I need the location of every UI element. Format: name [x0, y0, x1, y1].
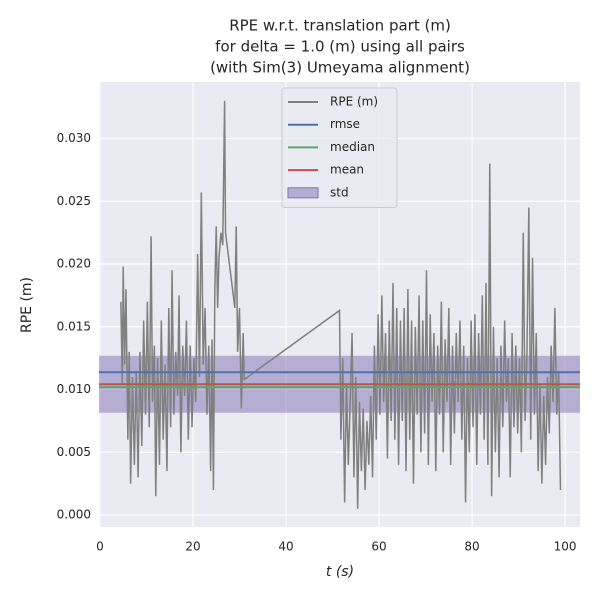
x-tick-label: 20: [185, 540, 200, 554]
chart-title: (with Sim(3) Umeyama alignment): [210, 59, 470, 77]
x-tick-label: 100: [554, 540, 577, 554]
legend-label: median: [330, 140, 375, 154]
x-tick-label: 40: [278, 540, 293, 554]
x-axis-label: t (s): [326, 564, 354, 580]
legend: RPE (m) rmse median mean std: [281, 87, 398, 208]
y-tick-label: 0.025: [57, 194, 91, 208]
y-tick-label: 0.010: [57, 382, 91, 396]
chart-title: RPE w.r.t. translation part (m): [229, 17, 451, 35]
x-tick-label: 0: [96, 540, 104, 554]
x-tick-label: 80: [464, 540, 479, 554]
legend-swatch: [287, 187, 319, 199]
legend-label: rmse: [330, 117, 360, 131]
y-tick-label: 0.015: [57, 319, 91, 333]
y-tick-label: 0.000: [57, 508, 91, 522]
x-tick-label: 60: [371, 540, 386, 554]
legend-label: mean: [330, 163, 364, 177]
y-tick-label: 0.005: [57, 445, 91, 459]
legend-label: RPE (m): [330, 95, 378, 109]
legend-label: std: [330, 185, 349, 199]
y-axis-label: RPE (m): [19, 277, 35, 333]
legend-box: [281, 87, 398, 208]
data-line: [120, 100, 562, 509]
chart-title: for delta = 1.0 (m) using all pairs: [215, 38, 465, 56]
y-tick-label: 0.030: [57, 131, 91, 145]
y-tick-label: 0.020: [57, 257, 91, 271]
